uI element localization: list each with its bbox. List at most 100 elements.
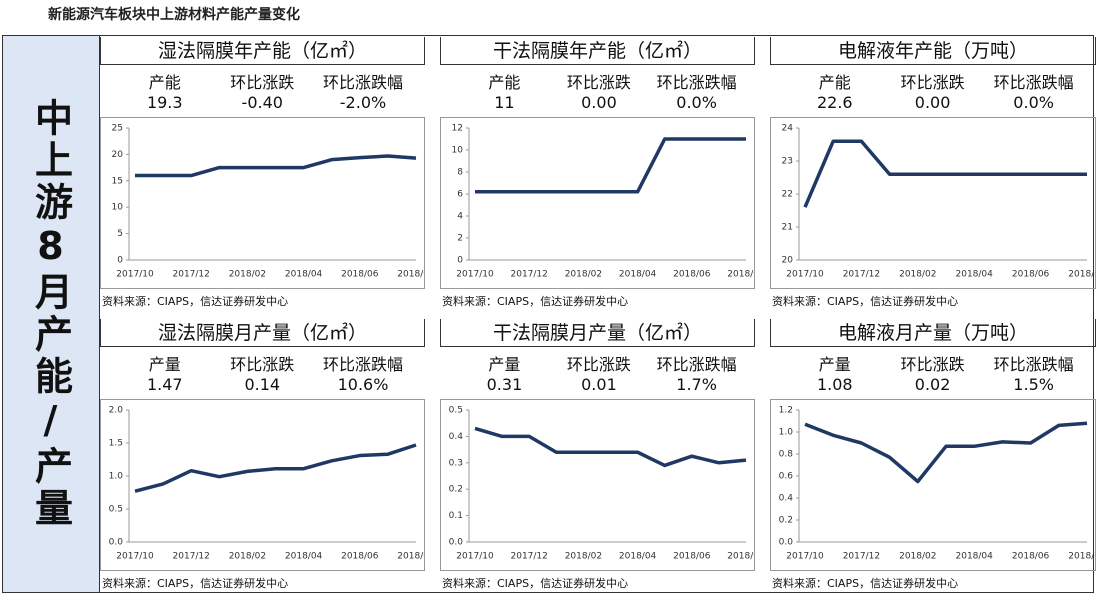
x-tick-label: 2017/10	[456, 270, 494, 280]
line	[804, 421, 1088, 484]
x-tick-label: 2018/04	[619, 552, 657, 562]
chart-box: 0 2 4 6 8 10 12 2017/10 2017/12 2018/02 2018/04 201…	[440, 117, 765, 289]
x-tick-label: 2018/08	[1068, 552, 1095, 562]
panel: 湿法隔膜年产能（亿㎡） 产能 19.3 环比涨跌 -0.40 环比涨跌幅 -2.0% 0 5 10…	[100, 37, 435, 313]
y-tick-label: 0.6	[779, 472, 794, 482]
source: 资料来源：CIAPS，信达证券研发中心	[102, 577, 289, 590]
x-tick-label: 2018/02	[899, 270, 936, 280]
y-tick-label: 0.8	[779, 450, 794, 460]
x-tick-label: 2017/10	[116, 270, 154, 280]
stat-header: 环比涨跌	[230, 355, 295, 374]
y-tick-label: 0.5	[449, 406, 463, 416]
source: 资料来源：CIAPS，信达证券研发中心	[442, 295, 629, 308]
stat-header: 环比涨跌幅	[656, 73, 737, 92]
y-tick-label: 23	[782, 157, 793, 167]
stat-header: 产量	[148, 355, 181, 374]
x-tick-label: 2018/02	[229, 270, 266, 280]
panel: 干法隔膜月产量（亿㎡） 产量 0.31 环比涨跌 0.01 环比涨跌幅 1.7% 0.0 0.1…	[440, 319, 765, 595]
chart: 0 5 10 15 20 25 2017/10 2017/12 2018/02 2018/04 20…	[112, 124, 435, 280]
stat-value: 0.0%	[1013, 93, 1054, 112]
x-tick-label: 2018/04	[956, 270, 994, 280]
stat-value: -2.0%	[339, 93, 387, 112]
x-tick-label: 2017/12	[843, 552, 880, 562]
x-tick-label: 2018/04	[619, 270, 657, 280]
stat-header: 产能	[488, 73, 521, 92]
stat-header: 产能	[148, 73, 181, 92]
x-tick-label: 2017/12	[843, 270, 880, 280]
line	[474, 426, 747, 468]
panel-title: 电解液月产量（万吨）	[770, 319, 1096, 347]
x-tick-label: 2017/10	[456, 552, 494, 562]
y-tick-label: 0.0	[109, 538, 124, 548]
stat-header: 环比涨跌	[900, 355, 965, 374]
stat-header: 产量	[818, 355, 851, 374]
x-tick-label: 2018/08	[1068, 270, 1095, 280]
y-tick-label: 22	[782, 190, 793, 200]
stat-value: 0.00	[581, 93, 617, 112]
stat-value: -0.40	[241, 93, 283, 112]
x-tick-label: 2017/12	[173, 552, 210, 562]
side-label: 中上游8月产能/产量	[28, 98, 73, 530]
stat-value: 11	[494, 93, 515, 112]
y-tick-label: 0.5	[109, 505, 123, 515]
x-tick-label: 2018/04	[285, 270, 323, 280]
x-tick-label: 2017/12	[173, 270, 210, 280]
y-tick-label: 1.2	[779, 406, 793, 416]
line	[803, 139, 1087, 208]
panel-title: 干法隔膜月产量（亿㎡）	[440, 319, 755, 347]
panel-title: 湿法隔膜月产量（亿㎡）	[100, 319, 425, 347]
y-tick-label: 2	[457, 234, 463, 244]
panel-title: 电解液年产能（万吨）	[770, 37, 1096, 65]
y-tick-label: 0.2	[449, 485, 463, 495]
stat-header: 环比涨跌幅	[656, 355, 737, 374]
y-tick-label: 21	[782, 223, 793, 233]
stat-value: 10.6%	[337, 375, 389, 394]
stat-header: 环比涨跌幅	[322, 73, 403, 92]
stat-header: 产量	[488, 355, 521, 374]
line	[135, 154, 417, 178]
source: 资料来源：CIAPS，信达证券研发中心	[772, 295, 959, 308]
x-tick-label: 2017/12	[511, 552, 548, 562]
stat-header: 产能	[818, 73, 851, 92]
y-tick-label: 1.0	[109, 472, 124, 482]
y-tick-label: 15	[112, 176, 123, 186]
y-tick-label: 5	[117, 229, 123, 239]
chart: 0 2 4 6 8 10 12 2017/10 2017/12 2018/02 2018/04 201…	[452, 124, 765, 280]
chart-box: 0.0 0.1 0.2 0.3 0.4 0.5 2017/10 2017/12 2018/02 2…	[440, 399, 765, 571]
y-tick-label: 10	[112, 203, 124, 213]
y-tick-label: 20	[112, 150, 124, 160]
y-tick-label: 0.1	[449, 511, 463, 521]
y-tick-label: 0.4	[449, 432, 464, 442]
y-tick-label: 25	[112, 124, 123, 134]
stat-value: 0.14	[244, 375, 281, 394]
panel: 电解液月产量（万吨） 产量 1.08 环比涨跌 0.02 环比涨跌幅 1.5% 0.0 0.2 0…	[770, 319, 1096, 595]
panel-title: 湿法隔膜年产能（亿㎡）	[100, 37, 425, 65]
y-tick-label: 1.5	[109, 439, 123, 449]
y-tick-label: 12	[452, 124, 463, 134]
stat-value: 0.00	[914, 93, 951, 112]
y-tick-label: 6	[457, 190, 463, 200]
chart: 20 21 22 23 24 2017/10 2017/12 2018/02 2018/04 20…	[782, 124, 1096, 280]
source: 资料来源：CIAPS，信达证券研发中心	[772, 577, 959, 590]
stat-value: 1.47	[146, 375, 183, 394]
stat-header: 环比涨跌	[900, 73, 965, 92]
chart: 0.0 0.5 1.0 1.5 2.0 2017/10 2017/12 2018/02 2018…	[109, 406, 435, 562]
y-tick-label: 8	[457, 168, 463, 178]
x-tick-label: 2018/08	[397, 552, 424, 562]
x-tick-label: 2018/08	[397, 270, 424, 280]
source: 资料来源：CIAPS，信达证券研发中心	[442, 577, 629, 590]
stat-value: 1.08	[816, 375, 853, 394]
y-tick-label: 0.2	[779, 516, 793, 526]
y-tick-label: 0	[117, 256, 123, 266]
x-tick-label: 2018/04	[956, 552, 994, 562]
stat-value: 0.01	[581, 375, 617, 394]
y-tick-label: 0.3	[449, 458, 463, 468]
y-tick-label: 24	[782, 124, 794, 134]
page-title: 新能源汽车板块中上游材料产能产量变化	[48, 7, 300, 23]
y-tick-label: 0.0	[449, 538, 464, 548]
x-tick-label: 2018/02	[565, 552, 602, 562]
x-tick-label: 2018/08	[727, 270, 754, 280]
x-tick-label: 2018/06	[1012, 552, 1050, 562]
stat-header: 环比涨跌幅	[993, 355, 1074, 374]
